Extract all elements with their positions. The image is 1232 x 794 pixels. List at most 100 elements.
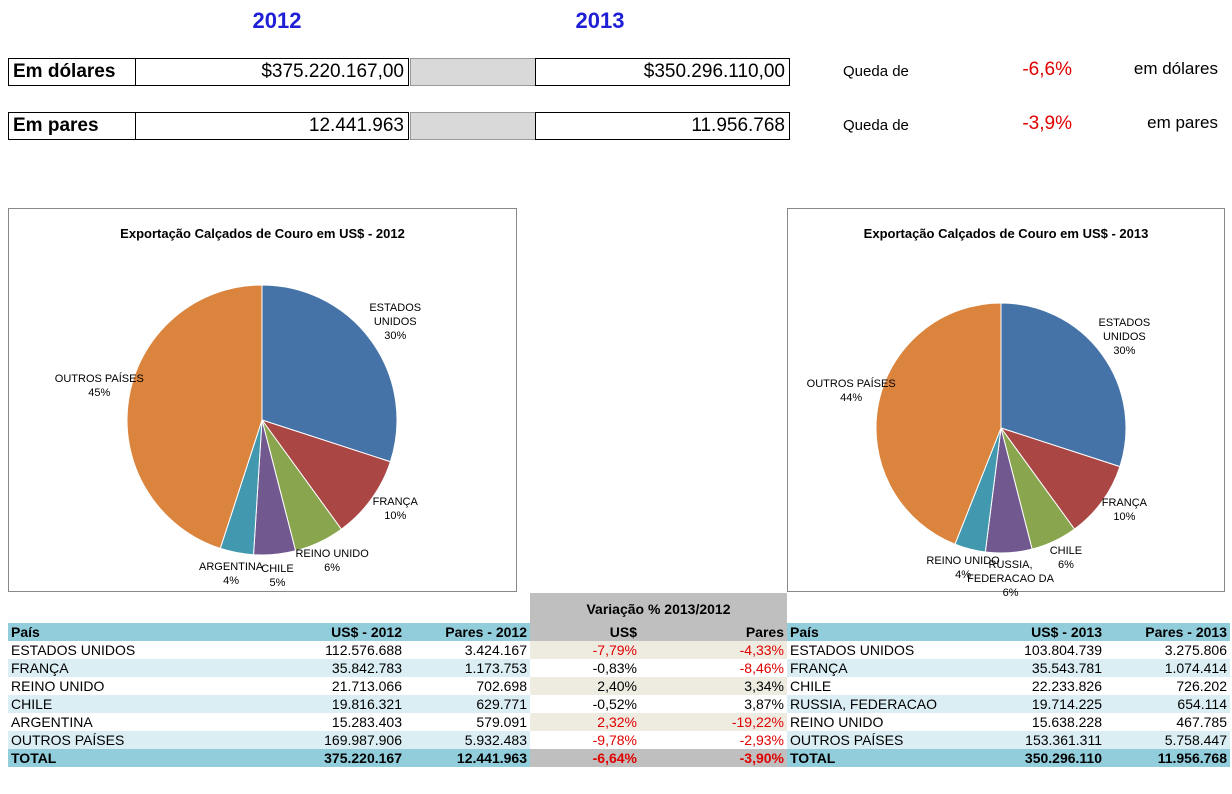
table-header: Pares - 2012 xyxy=(405,623,530,641)
table-cell: ESTADOS UNIDOS xyxy=(8,641,280,659)
table-header: País xyxy=(787,623,990,641)
slice-label: OUTROS PAÍSES xyxy=(54,373,144,386)
table-cell: 2,32% xyxy=(530,713,640,731)
slice-label: REINO UNIDO xyxy=(295,548,369,561)
change: -3,9% xyxy=(1022,113,1072,134)
slice-value: 44% xyxy=(840,392,863,405)
table-cell: 375.220.167 xyxy=(280,749,405,767)
pie-slice xyxy=(260,419,392,530)
table-cell: 15.638.228 xyxy=(990,713,1105,731)
slice-value: 30% xyxy=(384,330,407,343)
table-cell: 35.543.781 xyxy=(990,659,1105,677)
table-cell: 153.361.311 xyxy=(990,731,1105,749)
table-cell: 3,87% xyxy=(640,695,787,713)
year: 2012 xyxy=(252,8,302,33)
prefix: Queda de xyxy=(843,117,909,134)
slice-label: ESTADOS UNIDOS xyxy=(369,302,422,329)
group-header: Variação % 2013/2012 xyxy=(586,601,731,617)
table-cell: 5.758.447 xyxy=(1105,731,1230,749)
table-cell: -0,83% xyxy=(530,659,640,677)
table-cell: 629.771 xyxy=(405,695,530,713)
table-cell: 169.987.906 xyxy=(280,731,405,749)
slice-label: ESTADOS UNIDOS xyxy=(1098,317,1151,344)
slice-label: RUSSIA, FEDERACAO DA xyxy=(967,559,1054,586)
slice-label: ARGENTINA xyxy=(199,560,264,573)
pie-slice xyxy=(261,284,398,463)
table-cell: 112.576.688 xyxy=(280,641,405,659)
table-cell: -6,64% xyxy=(530,749,640,767)
table-cell: -8,46% xyxy=(640,659,787,677)
table-cell: RUSSIA, FEDERACAO xyxy=(787,695,990,713)
table-cell: 15.283.403 xyxy=(280,713,405,731)
table-cell: ARGENTINA xyxy=(8,713,280,731)
table-cell: 3,34% xyxy=(640,677,787,695)
table-cell: -7,79% xyxy=(530,641,640,659)
slice-value: 5% xyxy=(269,576,286,589)
slice-label: CHILE xyxy=(1049,544,1083,557)
chart-title: Exportação Calçados de Couro em US$ - 20… xyxy=(120,226,405,241)
table-cell: 5.932.483 xyxy=(405,731,530,749)
table-cell: 654.114 xyxy=(1105,695,1230,713)
table-header: País xyxy=(8,623,280,641)
table-cell: 726.202 xyxy=(1105,677,1230,695)
slice-label: FRANÇA xyxy=(1101,496,1147,509)
value-2012: 12.441.963 xyxy=(135,112,409,140)
pie-slice xyxy=(1000,302,1127,468)
table-cell: 19.816.321 xyxy=(280,695,405,713)
table-cell: -9,78% xyxy=(530,731,640,749)
slice-value: 6% xyxy=(1057,558,1074,571)
table-cell: REINO UNIDO xyxy=(787,713,990,731)
table-cell: TOTAL xyxy=(8,749,280,767)
slice-value: 10% xyxy=(384,509,407,522)
table-cell: -2,93% xyxy=(640,731,787,749)
table-cell: 702.698 xyxy=(405,677,530,695)
table-header: US$ - 2013 xyxy=(990,623,1105,641)
pie-slice xyxy=(999,427,1121,530)
slice-value: 6% xyxy=(324,562,341,575)
spacer xyxy=(410,58,536,86)
table-cell: 2,40% xyxy=(530,677,640,695)
table-cell: 21.713.066 xyxy=(280,677,405,695)
table-cell: OUTROS PAÍSES xyxy=(787,731,990,749)
table-cell: CHILE xyxy=(787,677,990,695)
slice-value: 4% xyxy=(223,574,240,587)
table-cell: 103.804.739 xyxy=(990,641,1105,659)
spacer xyxy=(410,112,536,140)
table-cell: 3.424.167 xyxy=(405,641,530,659)
table-cell: CHILE xyxy=(8,695,280,713)
change: -6,6% xyxy=(1022,59,1072,80)
table-header: Pares - 2013 xyxy=(1105,623,1230,641)
table-cell: 579.091 xyxy=(405,713,530,731)
table-cell: 11.956.768 xyxy=(1105,749,1230,767)
table-cell: 12.441.963 xyxy=(405,749,530,767)
slice-value: 6% xyxy=(1002,587,1019,600)
table-cell: 35.842.783 xyxy=(280,659,405,677)
table-cell: -3,90% xyxy=(640,749,787,767)
suffix: em pares xyxy=(1147,113,1218,132)
slice-value: 30% xyxy=(1113,345,1136,358)
slice-label: CHILE xyxy=(261,562,294,575)
table-cell: REINO UNIDO xyxy=(8,677,280,695)
table-header: Pares xyxy=(640,623,787,641)
value-2012: $375.220.167,00 xyxy=(135,58,409,86)
table-cell: 22.233.826 xyxy=(990,677,1105,695)
slice-value: 10% xyxy=(1113,510,1136,523)
slice-label: REINO UNIDO xyxy=(926,554,1000,567)
table-header: US$ xyxy=(530,623,640,641)
table-cell: OUTROS PAÍSES xyxy=(8,731,280,749)
table-cell: ESTADOS UNIDOS xyxy=(787,641,990,659)
table-cell: TOTAL xyxy=(787,749,990,767)
chart-title: Exportação Calçados de Couro em US$ - 20… xyxy=(863,226,1149,241)
table-cell: -4,33% xyxy=(640,641,787,659)
table-cell: FRANÇA xyxy=(8,659,280,677)
slice-label: OUTROS PAÍSES xyxy=(806,378,896,391)
table-cell: -19,22% xyxy=(640,713,787,731)
table-cell: 3.275.806 xyxy=(1105,641,1230,659)
table-cell: 19.714.225 xyxy=(990,695,1105,713)
table-cell: -0,52% xyxy=(530,695,640,713)
table-cell: 467.785 xyxy=(1105,713,1230,731)
year: 2013 xyxy=(575,8,625,33)
slice-value: 45% xyxy=(88,387,111,400)
